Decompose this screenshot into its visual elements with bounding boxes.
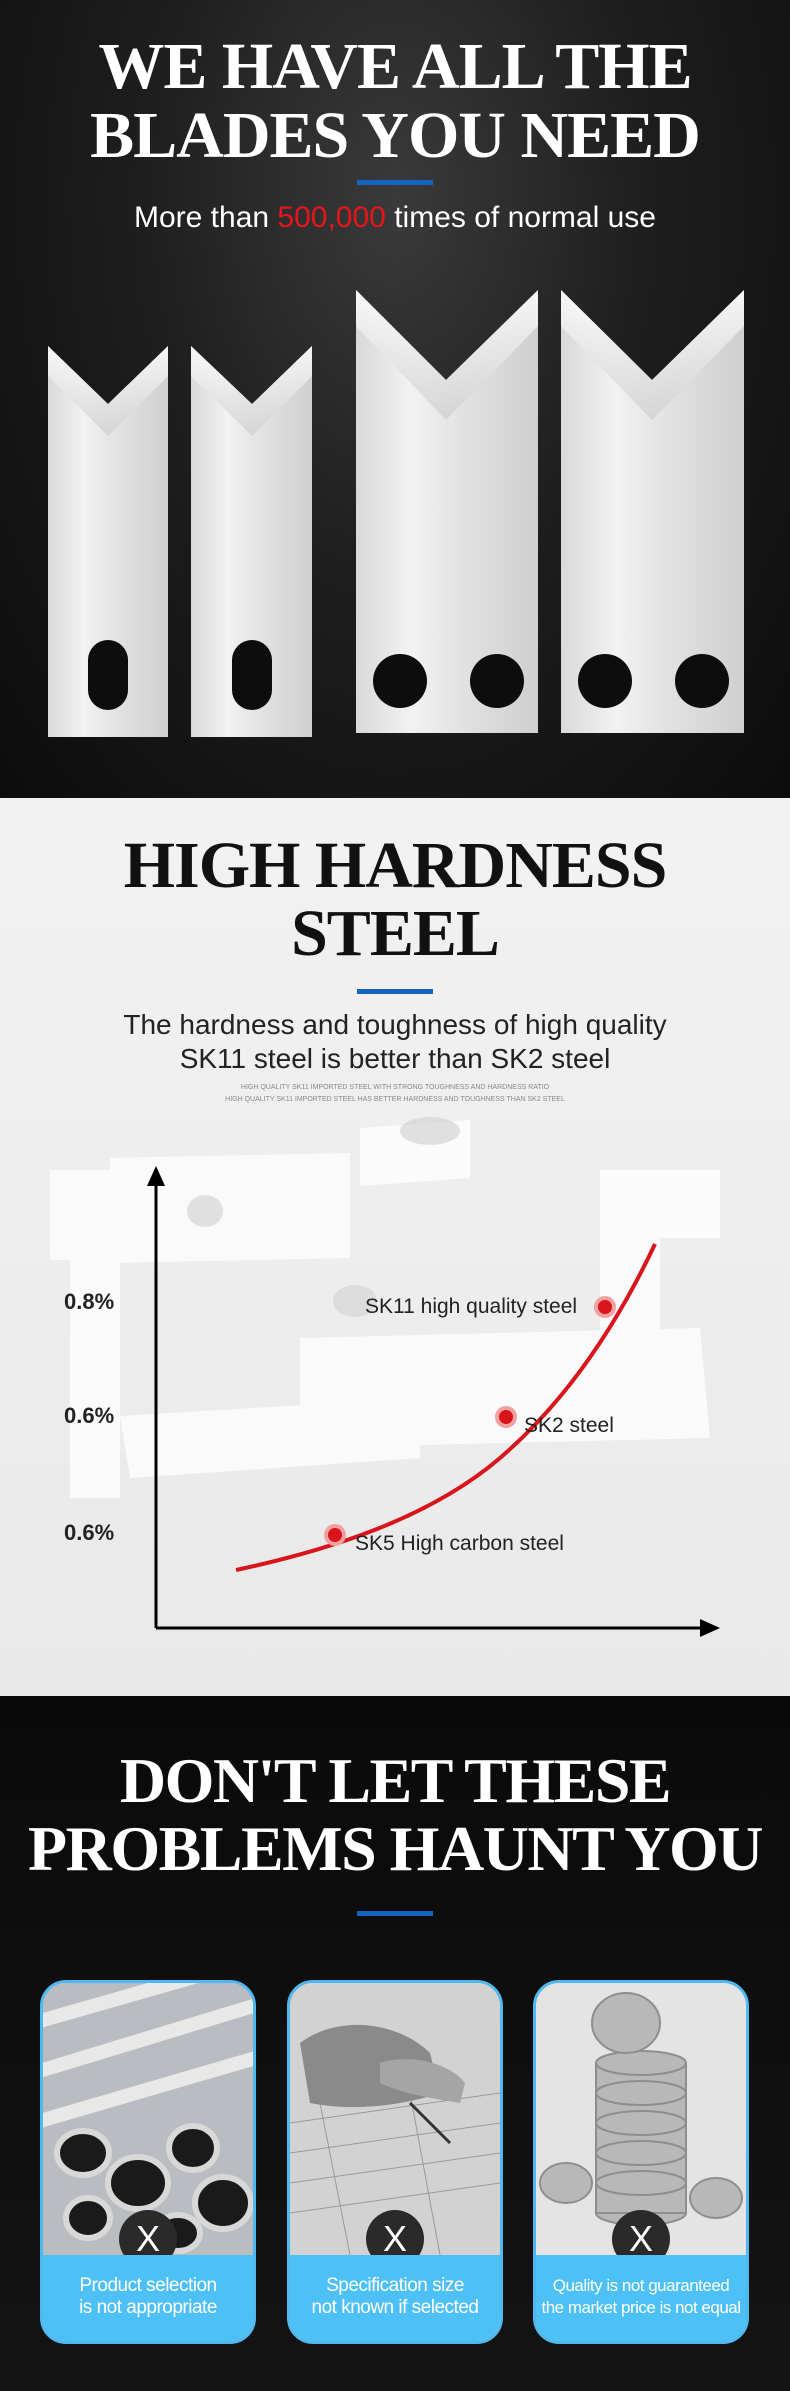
hardness-section: HIGH HARDNESS STEEL The hardness and tou…	[0, 798, 790, 1696]
point-sk11	[594, 1296, 616, 1318]
y-label-top: 0.8%	[64, 1289, 115, 1314]
x-axis-arrow	[700, 1619, 720, 1637]
subtitle-prefix: More than	[134, 201, 278, 234]
problems-title-line1: DON'T LET THESE	[119, 1745, 672, 1816]
small-note-line1: HIGH QUALITY SK11 IMPORTED STEEL WITH ST…	[240, 1084, 550, 1091]
point-sk5	[324, 1524, 346, 1546]
problem-card-quality: X Quality is not guaranteed the market p…	[533, 1980, 749, 2344]
caption-line1: Specification size	[326, 2275, 464, 2296]
problem-mark-selection: X	[119, 2210, 177, 2268]
problem-caption-specification: Specification size not known if selected	[290, 2255, 500, 2341]
blade-small-1	[48, 346, 168, 737]
caption-line2: not known if selected	[311, 2297, 479, 2318]
problems-section: DON'T LET THESE PROBLEMS HAUNT YOU X Pro…	[0, 1696, 790, 2391]
title-underline	[357, 1911, 433, 1916]
problems-title-line2: PROBLEMS HAUNT YOU	[28, 1813, 763, 1884]
caption-line2: the market price is not equal	[541, 2298, 741, 2317]
blade-large-1	[356, 290, 538, 733]
problem-caption-selection: Product selection is not appropriate	[43, 2255, 253, 2341]
blades-title-line2: BLADES YOU NEED	[90, 99, 701, 172]
coin-stack-icon	[536, 1983, 746, 2255]
title-underline	[357, 180, 433, 185]
hardness-subtitle-line1: The hardness and toughness of high quali…	[123, 1009, 667, 1040]
blade-small-2	[191, 346, 312, 737]
point-sk2	[495, 1406, 517, 1428]
caption-line1: Quality is not guaranteed	[552, 2276, 730, 2295]
problem-card-specification: X Specification size not known if select…	[287, 1980, 503, 2344]
caption-line1: Product selection	[79, 2275, 217, 2296]
steel-pipes-icon	[43, 1983, 253, 2255]
blade-large-2	[561, 290, 744, 733]
y-label-bottom: 0.6%	[64, 1520, 115, 1545]
hardness-curve	[235, 1243, 657, 1572]
blades-illustration	[48, 290, 744, 737]
problem-caption-quality: Quality is not guaranteed the market pri…	[536, 2255, 746, 2341]
drawing-hand-icon	[290, 1983, 500, 2255]
hardness-title-line1: HIGH HARDNESS	[123, 829, 668, 902]
label-sk5: SK5 High carbon steel	[355, 1532, 564, 1555]
hardness-title-line2: STEEL	[291, 897, 500, 970]
background-blades	[50, 1117, 720, 1498]
small-note-line2: HIGH QUALITY SK11 IMPORTED STEEL HAS BET…	[225, 1096, 565, 1103]
label-sk11: SK11 high quality steel	[365, 1295, 578, 1318]
y-axis-arrow	[147, 1166, 165, 1186]
y-label-middle: 0.6%	[64, 1403, 115, 1428]
hardness-chart	[147, 1166, 720, 1637]
hardness-subtitle-line2: SK11 steel is better than SK2 steel	[179, 1043, 611, 1074]
label-sk2: SK2 steel	[524, 1414, 614, 1437]
blades-subtitle: More than 500,000 times of normal use	[0, 201, 790, 235]
title-underline	[357, 989, 433, 994]
caption-line2: is not appropriate	[79, 2297, 217, 2318]
subtitle-suffix: times of normal use	[385, 201, 656, 234]
blades-section: WE HAVE ALL THE BLADES YOU NEED More tha…	[0, 0, 790, 798]
problem-card-selection: X Product selection is not appropriate	[40, 1980, 256, 2344]
subtitle-highlight: 500,000	[277, 201, 386, 234]
blades-title-line1: WE HAVE ALL THE	[98, 30, 692, 103]
